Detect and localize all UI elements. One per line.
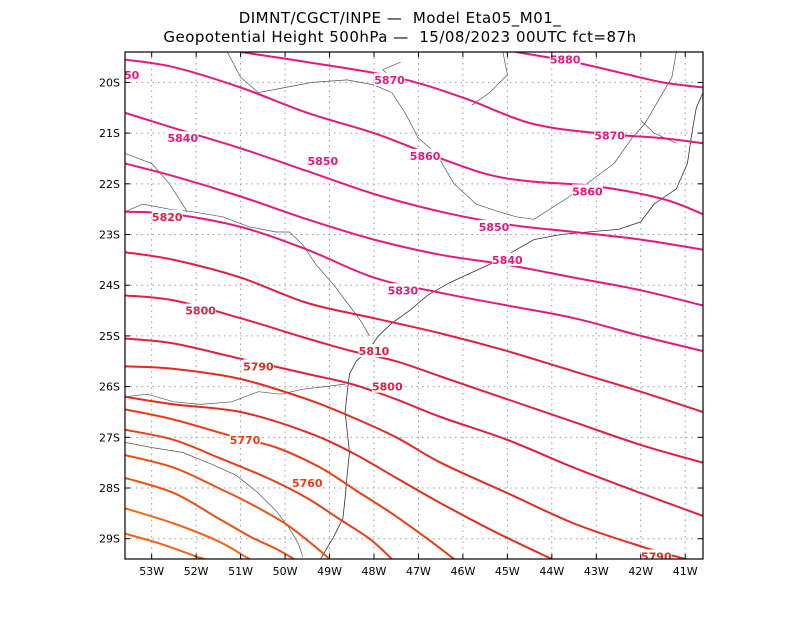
lon-tick-label: 45W	[495, 565, 520, 578]
contour-label-bg	[125, 67, 140, 81]
lon-tick-label: 53W	[139, 565, 164, 578]
map-title-line-1: DIMNT/CGCT/INPE — Model Eta05_M01_	[238, 9, 562, 27]
state-border	[226, 52, 535, 220]
contour-label-bg	[229, 432, 261, 446]
contour-5800	[125, 337, 703, 517]
contour-5850	[125, 111, 703, 251]
contour-label: 5770	[230, 434, 261, 447]
contour-label: 5800	[185, 305, 216, 318]
contour-label-bg	[242, 359, 274, 373]
contour-label-bg	[409, 148, 441, 162]
lat-tick-label: 27S	[99, 431, 120, 444]
contour-5760	[125, 428, 393, 559]
contour-label: 5870	[594, 130, 625, 143]
contour-label: 5860	[572, 185, 603, 198]
lon-tick-label: 48W	[362, 565, 387, 578]
state-border	[640, 120, 677, 144]
lon-tick-label: 47W	[406, 565, 431, 578]
lon-tick-label: 43W	[584, 565, 609, 578]
contour-5790	[125, 365, 687, 559]
contour-5770	[125, 408, 455, 559]
map-title-line-2: Geopotential Height 500hPa — 15/08/2023 …	[163, 28, 637, 46]
contour-5750	[125, 454, 331, 559]
lat-tick-label: 26S	[99, 381, 120, 394]
contour-label-bg	[307, 154, 339, 168]
axis-ticks: 53W 52W 51W 50W 49W 48W 47W 46W 45W 44W 43W 42W 41W 2…	[99, 52, 703, 578]
contour-label-bg	[185, 303, 216, 317]
contour-label-layer: 5880 5870 5870 5860 5860 5850 5850 5840 5840 5830…	[124, 52, 672, 563]
lon-tick-label: 42W	[628, 565, 653, 578]
lon-tick-label: 51W	[228, 565, 253, 578]
lon-tick-label: 44W	[539, 565, 564, 578]
state-border	[125, 442, 304, 557]
contour-label-bg	[572, 184, 603, 198]
lon-tick-label: 50W	[273, 565, 298, 578]
contour-label-bg	[291, 475, 323, 489]
contour-label-bg	[151, 209, 183, 223]
contour-label-bg	[594, 128, 626, 142]
contour-label-bg	[358, 344, 390, 358]
lat-tick-label: 22S	[99, 178, 120, 191]
contour-5740	[125, 476, 295, 559]
plot-border	[124, 51, 704, 560]
lat-tick-label: 29S	[99, 533, 120, 546]
contour-label-bg	[491, 252, 523, 266]
contour-label: 5790	[243, 360, 274, 373]
contour-label: 5840	[492, 254, 523, 267]
contour-label-bg	[167, 131, 199, 145]
contour-label: 5880	[550, 54, 581, 67]
lat-tick-label: 23S	[99, 229, 120, 242]
state-border	[125, 203, 370, 337]
contour-label: 5810	[359, 345, 390, 358]
contour-label: 5860	[410, 150, 441, 163]
lon-tick-label: 46W	[450, 565, 475, 578]
contour-label: 5790	[641, 550, 672, 563]
state-border	[125, 153, 188, 212]
lat-tick-label: 24S	[99, 279, 120, 292]
contour-label: 5850	[308, 155, 339, 168]
contour-label: 5870	[374, 74, 405, 87]
state-border	[471, 52, 508, 106]
contour-5810	[125, 294, 703, 464]
contour-label-bg	[371, 379, 403, 393]
contour-5780	[125, 395, 553, 559]
contour-5870	[239, 52, 703, 145]
lon-tick-label: 52W	[184, 565, 209, 578]
contour-5730	[125, 507, 251, 559]
contour-label: 5830	[388, 284, 419, 297]
contour-label-bg	[640, 549, 672, 559]
contour-label-bg	[387, 283, 419, 297]
contour-label: 50	[124, 69, 140, 82]
contour-label: 5850	[479, 221, 510, 234]
contour-label: 5840	[167, 132, 198, 145]
contour-label-bg	[549, 52, 581, 66]
coastline	[320, 92, 703, 559]
contour-label: 5800	[372, 381, 403, 394]
contour-label-bg	[374, 72, 405, 86]
lat-tick-label: 28S	[99, 482, 120, 495]
lat-tick-label: 25S	[99, 330, 120, 343]
contour-label: 5820	[152, 211, 183, 224]
lat-tick-label: 21S	[99, 127, 120, 140]
lon-tick-label: 49W	[317, 565, 342, 578]
contour-5820	[125, 251, 703, 413]
lon-tick-label: 41W	[673, 565, 698, 578]
state-border	[125, 383, 346, 405]
lat-tick-label: 20S	[99, 76, 120, 89]
contour-label-bg	[478, 219, 510, 233]
contour-5840	[125, 162, 703, 307]
contour-label: 5760	[292, 477, 323, 490]
